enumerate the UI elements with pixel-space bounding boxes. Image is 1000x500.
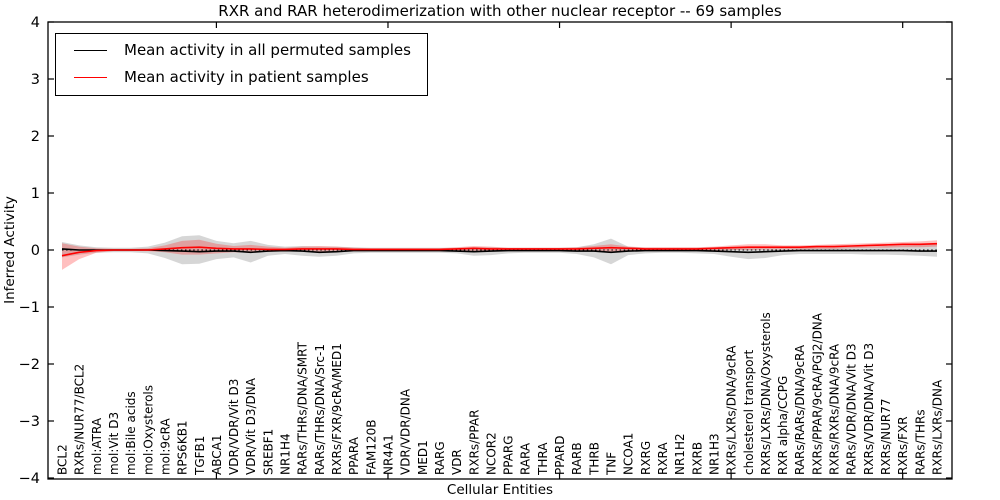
category-label: VDR/VDR/DNA (399, 388, 413, 475)
category-label: NR1H4 (279, 433, 293, 475)
category-label: RXRs/FXR/9cRA/MED1 (330, 343, 344, 475)
category-label: BCL2 (56, 444, 70, 475)
category-label: TGFB1 (193, 436, 207, 476)
patient-mean-line (61, 242, 938, 257)
category-label: RXRs/NUR77/BCL2 (73, 364, 87, 475)
category-label: RXRA (656, 442, 670, 475)
category-label: RXR alpha/CCPG (776, 376, 790, 475)
y-tick-label: 0 (31, 243, 40, 259)
category-label: RXRs/PPAR/9cRA/PGJ2/DNA (810, 312, 824, 475)
category-label: NR1H2 (673, 433, 687, 475)
category-label: THRB (587, 442, 601, 476)
category-label: mol:Vit D3 (107, 412, 121, 475)
category-label: TNF (605, 452, 619, 476)
permuted-line-swatch (74, 49, 107, 51)
category-label: RXRs/RXRs/DNA/9cRA (828, 343, 842, 475)
category-label: RXRs/VDR/DNA/Vit D3 (862, 343, 876, 475)
category-label: THRA (536, 442, 550, 476)
category-label: PPARD (553, 436, 567, 476)
category-label: PPARA (347, 436, 361, 475)
permuted-mean-line (61, 248, 937, 254)
category-label: RXRs/PPAR (467, 410, 481, 475)
legend-item-permuted: Mean activity in all permuted samples (68, 41, 411, 59)
category-label: FAM120B (364, 420, 378, 476)
category-label: NCOR2 (484, 432, 498, 475)
category-label: RARs/THRs (913, 409, 927, 475)
y-tick-label: −3 (19, 414, 40, 430)
category-label: ABCA1 (210, 435, 224, 475)
category-label: RARB (570, 442, 584, 475)
legend-box: Mean activity in all permuted samples Me… (55, 33, 428, 96)
std-bands (62, 235, 937, 270)
chart-title: RXR and RAR heterodimerization with othe… (218, 2, 782, 20)
category-label: RXRs/LXRs/DNA/Oxysterols (759, 312, 773, 475)
category-label: RARs/THRs/DNA/Src-1 (313, 344, 327, 475)
category-label: NCOA1 (622, 433, 636, 475)
category-label: mol:9cRA (158, 418, 172, 475)
category-label: RXRB (690, 442, 704, 475)
legend-label-patient: Mean activity in patient samples (124, 68, 369, 86)
x-axis-ticks (215, 22, 904, 479)
category-label: mol:Oxysterols (141, 385, 155, 475)
category-label: SREBF1 (261, 429, 275, 475)
category-label: RXRs/LXRs/DNA/9cRA (725, 345, 739, 475)
y-tick-label: −1 (19, 300, 40, 316)
category-label: VDR/Vit D3/DNA (244, 377, 258, 475)
category-label: RARs/RARs/DNA/9cRA (793, 344, 807, 475)
category-label: RARs/VDR/DNA/Vit D3 (845, 343, 859, 475)
y-tick-label: 3 (31, 72, 40, 88)
x-axis-label: Cellular Entities (446, 482, 554, 498)
patient-line-swatch (74, 76, 107, 78)
y-tick-label: 2 (31, 129, 40, 145)
category-label: cholesterol transport (742, 349, 756, 475)
category-label: mol:ATRA (90, 417, 104, 475)
patient-std-band (62, 239, 937, 270)
category-label: VDR (450, 449, 464, 475)
legend-label-permuted: Mean activity in all permuted samples (124, 41, 411, 59)
category-label: RARs/THRs/DNA/SMRT (296, 341, 310, 475)
y-tick-label: 4 (31, 15, 40, 31)
y-axis-ticks: 4 3 2 1 0 −1 −2 −3 −4 (19, 15, 952, 487)
x-category-labels: BCL2 RXRs/NUR77/BCL2 mol:ATRA mol:Vit D3 mol… (56, 312, 945, 476)
category-label: RARG (433, 441, 447, 475)
permuted-std-band (62, 235, 937, 265)
category-label: RPS6KB1 (176, 420, 190, 475)
y-tick-label: 1 (31, 186, 40, 202)
category-label: MED1 (416, 440, 430, 475)
category-label: PPARG (502, 435, 516, 475)
category-label: RXRs/FXR (896, 416, 910, 475)
y-tick-label: −2 (19, 357, 40, 373)
category-label: RARA (519, 442, 533, 475)
category-label: VDR/VDR/Vit D3 (227, 379, 241, 475)
category-label: mol:Bile acids (124, 391, 138, 475)
category-label: NR1H3 (707, 433, 721, 475)
y-tick-label: −4 (19, 471, 40, 487)
category-label: RXRs/NUR77 (879, 398, 893, 475)
legend-item-patient: Mean activity in patient samples (68, 68, 411, 86)
category-label: NR4A1 (381, 434, 395, 475)
category-label: RXRs/LXRs/DNA (931, 379, 945, 475)
category-label: RXRG (639, 441, 653, 475)
